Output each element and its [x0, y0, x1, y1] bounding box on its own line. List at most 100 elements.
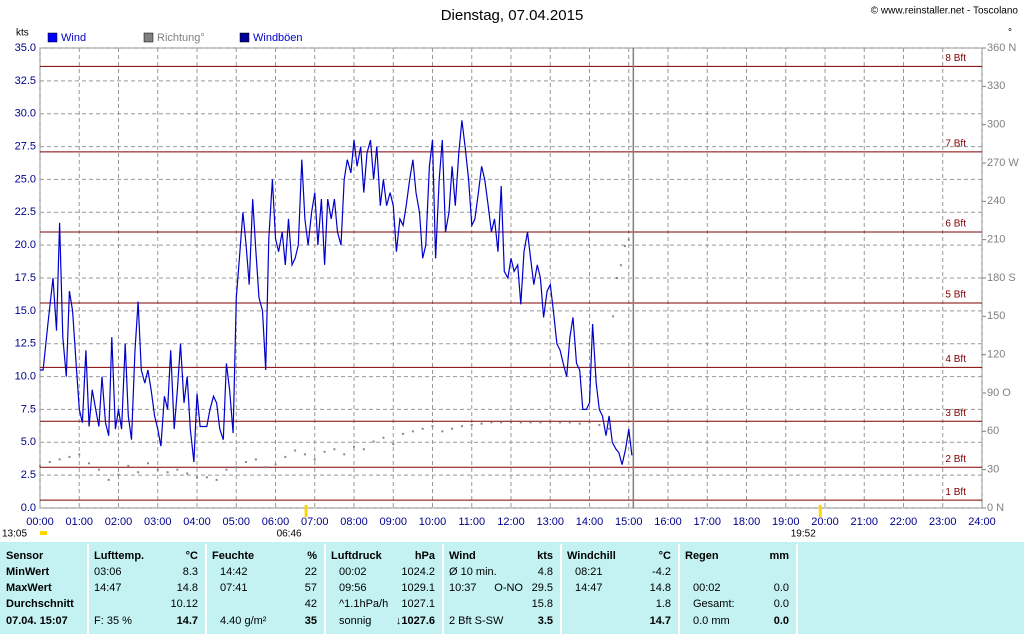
y2-tick-label: 240 [987, 195, 1005, 207]
direction-dot [88, 462, 91, 465]
direction-dot [627, 238, 630, 241]
direction-dot [68, 455, 71, 458]
direction-dot [519, 421, 522, 424]
x-tick-label: 22:00 [890, 516, 918, 528]
direction-dot [451, 427, 454, 430]
direction-dot [58, 458, 61, 461]
direction-dot [39, 464, 41, 467]
cell-value: 42 [305, 598, 317, 610]
x-tick-label: 08:00 [340, 516, 368, 528]
cell-value: 0.0 [774, 598, 789, 610]
y-tick-label: 0.0 [21, 502, 36, 514]
direction-dot [353, 445, 355, 448]
direction-dot [235, 466, 238, 469]
cell-value: 35 [305, 615, 317, 627]
cell-label: O-NO [494, 582, 523, 594]
cell-value: 1024.2 [401, 566, 435, 578]
direction-dot [431, 425, 434, 428]
direction-dot [127, 464, 130, 467]
x-tick-label: 20:00 [811, 516, 839, 528]
x-tick-label: 02:00 [105, 516, 133, 528]
direction-dot [588, 421, 591, 424]
chart-title: Dienstag, 07.04.2015 [441, 7, 584, 24]
direction-dot [146, 462, 149, 465]
beaufort-label: 4 Bft [945, 354, 966, 365]
y-axis-label: kts [16, 28, 29, 39]
x-tick-label: 21:00 [850, 516, 878, 528]
legend-swatch [47, 32, 58, 43]
direction-dot [598, 423, 601, 426]
y-tick-label: 10.0 [15, 370, 36, 382]
direction-dot [294, 449, 297, 452]
x-tick-label: 17:00 [693, 516, 721, 528]
direction-dot [529, 421, 532, 424]
direction-dot [323, 450, 326, 453]
table-header: Luftdruck [331, 550, 383, 562]
table-unit: mm [769, 550, 789, 562]
direction-dot [402, 432, 405, 435]
y-tick-label: 20.0 [15, 239, 36, 251]
beaufort-label: 2 Bft [945, 454, 966, 465]
direction-dot [196, 476, 198, 479]
direction-dot [245, 461, 248, 463]
direction-dot [480, 422, 483, 425]
cell-value: 10.12 [170, 598, 198, 610]
table-header: Sensor [6, 550, 44, 562]
table-unit: kts [537, 550, 553, 562]
row-label: MinWert [6, 566, 50, 578]
cell-label: 03:06 [94, 566, 122, 578]
y-tick-label: 2.5 [21, 469, 36, 481]
direction-dot [568, 421, 571, 424]
x-tick-label: 13:00 [536, 516, 564, 528]
y2-tick-label: 30 [987, 464, 999, 476]
y-tick-label: 12.5 [15, 338, 36, 350]
cell-value: -4.2 [652, 566, 671, 578]
x-tick-label: 00:00 [26, 516, 54, 528]
x-tick-label: 01:00 [65, 516, 93, 528]
direction-dot [186, 472, 189, 475]
y-tick-label: 35.0 [15, 42, 36, 54]
y-tick-label: 5.0 [21, 436, 36, 448]
direction-dot [411, 430, 414, 433]
beaufort-label: 3 Bft [945, 408, 966, 419]
legend-label: Richtung° [157, 32, 205, 44]
cell-label: Ø 10 min. [449, 566, 497, 578]
table-header: Wind [449, 550, 476, 562]
direction-dot [97, 468, 100, 471]
beaufort-label: 8 Bft [945, 53, 966, 64]
cell-label: ^1.1hPa/h [339, 598, 388, 610]
direction-dot [382, 436, 385, 439]
x-tick-label: 06:00 [262, 516, 290, 528]
row-label: Durchschnitt [6, 598, 74, 610]
cell-value: 14.7 [177, 615, 198, 627]
y-tick-label: 15.0 [15, 305, 36, 317]
cell-value: 15.8 [532, 598, 553, 610]
day-length: 13:05 [2, 529, 27, 540]
x-tick-label: 23:00 [929, 516, 957, 528]
cell-value: 57 [305, 582, 317, 594]
direction-dot [539, 421, 542, 424]
beaufort-label: 5 Bft [945, 290, 966, 301]
cell-value: 8.3 [183, 566, 198, 578]
direction-dot [615, 277, 618, 279]
cell-value: 14.8 [177, 582, 198, 594]
direction-dot [313, 458, 316, 461]
table-unit: °C [659, 550, 671, 562]
direction-dot [441, 430, 444, 433]
table-unit: hPa [415, 550, 436, 562]
table-header: Feuchte [212, 550, 254, 562]
direction-dot [254, 458, 257, 461]
direction-dot [303, 453, 306, 456]
cell-label: Gesamt: [693, 598, 735, 610]
cell-label: 07:41 [220, 582, 248, 594]
y2-tick-label: 120 [987, 349, 1005, 361]
y-tick-label: 30.0 [15, 108, 36, 120]
cell-value: ↓1027.6 [396, 615, 435, 627]
direction-dot [421, 427, 424, 430]
direction-dot [225, 468, 228, 471]
sunset-label: 19:52 [791, 529, 816, 540]
direction-dot [205, 476, 208, 479]
credit: © www.reinstaller.net - Toscolano [871, 6, 1019, 17]
y-tick-label: 7.5 [21, 403, 36, 415]
direction-dot [549, 421, 552, 424]
